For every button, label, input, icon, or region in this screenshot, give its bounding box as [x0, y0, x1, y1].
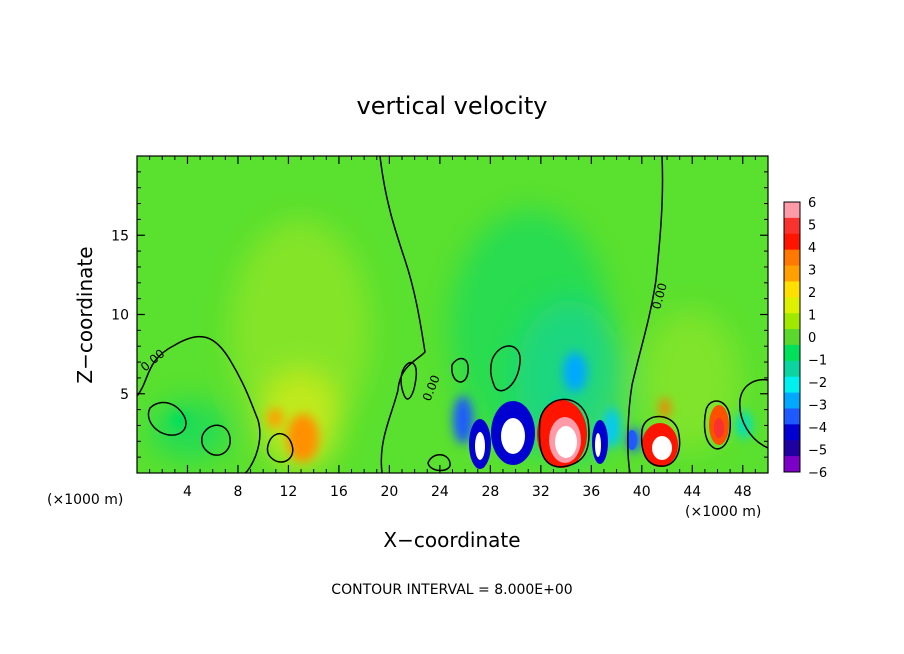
x-tick-label: 4	[183, 484, 192, 500]
x-tick-label: 36	[582, 484, 600, 500]
field-blob	[287, 414, 319, 462]
x-tick-label: 44	[683, 484, 701, 500]
field-blob	[453, 396, 473, 444]
contour-line	[147, 401, 187, 436]
colorbar-swatch	[784, 281, 800, 298]
field-blob	[267, 408, 283, 428]
colorbar-label: −6	[808, 466, 827, 481]
x-tick-label: 8	[233, 484, 242, 500]
colorbar-frame	[783, 201, 801, 473]
chart-title: vertical velocity	[357, 92, 548, 120]
x-tick-label: 16	[330, 484, 348, 500]
zero-contours	[137, 156, 768, 473]
colorbar-label: −5	[808, 444, 827, 459]
x-tick-label: 20	[380, 484, 398, 500]
contour-line	[489, 345, 521, 392]
field-blob	[150, 400, 230, 460]
x-tick-label: 32	[532, 484, 550, 500]
y-axis-label: Z−coordinate	[73, 246, 97, 383]
downdraft-core	[627, 430, 637, 450]
velocity-field: 0.00 0.00 0.00	[137, 156, 768, 473]
downdraft-core	[501, 418, 525, 454]
y-axis-ticks: 5 10 15	[111, 171, 768, 458]
colorbar-swatch	[784, 217, 800, 235]
colorbar-swatch	[784, 456, 800, 473]
colorbar-label: 6	[808, 196, 816, 211]
x-tick-label: 12	[280, 484, 298, 500]
x-tick-label: 28	[481, 484, 499, 500]
colorbar-swatch	[784, 360, 800, 378]
x-axis-ticks: 4 8 12 16 20 24 28 32 36 40 44 48	[149, 156, 756, 500]
x-tick-label: 48	[734, 484, 752, 500]
colorbar-swatch	[784, 376, 800, 394]
field-blob	[230, 220, 370, 440]
colorbar-label: 3	[808, 264, 816, 279]
field-blob	[604, 408, 620, 448]
contour-line	[201, 424, 231, 456]
colorbar-label: 1	[808, 309, 816, 324]
field-blob	[563, 352, 587, 392]
colorbar-swatch	[784, 233, 800, 251]
contour-line	[400, 361, 418, 400]
y-tick-label: 5	[120, 387, 129, 403]
colorbar-swatch	[784, 265, 800, 282]
field-blob	[170, 412, 190, 428]
downdraft-core	[475, 432, 485, 460]
downdraft-core	[595, 433, 601, 457]
updraft-core	[714, 418, 724, 438]
colorbar: 6 5 4 3 2 1 0 −1 −2 −3 −4 −5 −6	[783, 196, 827, 481]
contour-line	[640, 415, 681, 467]
contour-line	[538, 398, 590, 468]
updraft-core	[652, 436, 672, 460]
colorbar-swatch	[784, 297, 800, 314]
colorbar-label: 0	[808, 331, 816, 346]
colorbar-label: −4	[808, 421, 827, 436]
contour-line	[739, 378, 768, 449]
colorbar-swatch	[784, 249, 800, 267]
x-unit-left: (×1000 m)	[47, 492, 123, 508]
contour-line	[627, 156, 664, 473]
field-blob	[660, 398, 670, 418]
colorbar-swatch	[784, 344, 800, 362]
x-tick-label: 40	[633, 484, 651, 500]
contour-label: 0.00	[649, 281, 669, 310]
colorbar-swatch	[784, 313, 800, 330]
colorbar-label: −2	[808, 376, 827, 391]
contour-line	[266, 433, 294, 463]
colorbar-label: −1	[808, 354, 827, 369]
colorbar-swatch	[784, 440, 800, 457]
contour-line	[703, 400, 731, 450]
contour-interval: CONTOUR INTERVAL = 8.000E+00	[331, 582, 572, 598]
colorbar-swatch	[784, 424, 800, 441]
colorbar-swatch	[784, 392, 800, 409]
colorbar-swatch	[784, 408, 800, 425]
contour-line	[137, 335, 261, 473]
contour-line	[379, 156, 426, 473]
x-axis-label: X−coordinate	[383, 528, 520, 552]
contour-line	[451, 357, 469, 383]
colorbar-label: 2	[808, 286, 816, 301]
y-tick-label: 15	[111, 228, 129, 244]
contour-line	[427, 454, 451, 472]
x-unit-right: (×1000 m)	[685, 504, 761, 520]
y-tick-label: 10	[111, 308, 129, 324]
colorbar-label: 4	[808, 241, 816, 256]
colorbar-swatch	[784, 329, 800, 346]
colorbar-label: −3	[808, 399, 827, 414]
colorbar-label: 5	[808, 219, 816, 234]
colorbar-swatch	[784, 202, 800, 219]
x-tick-label: 24	[431, 484, 449, 500]
updraft-core	[555, 426, 577, 458]
